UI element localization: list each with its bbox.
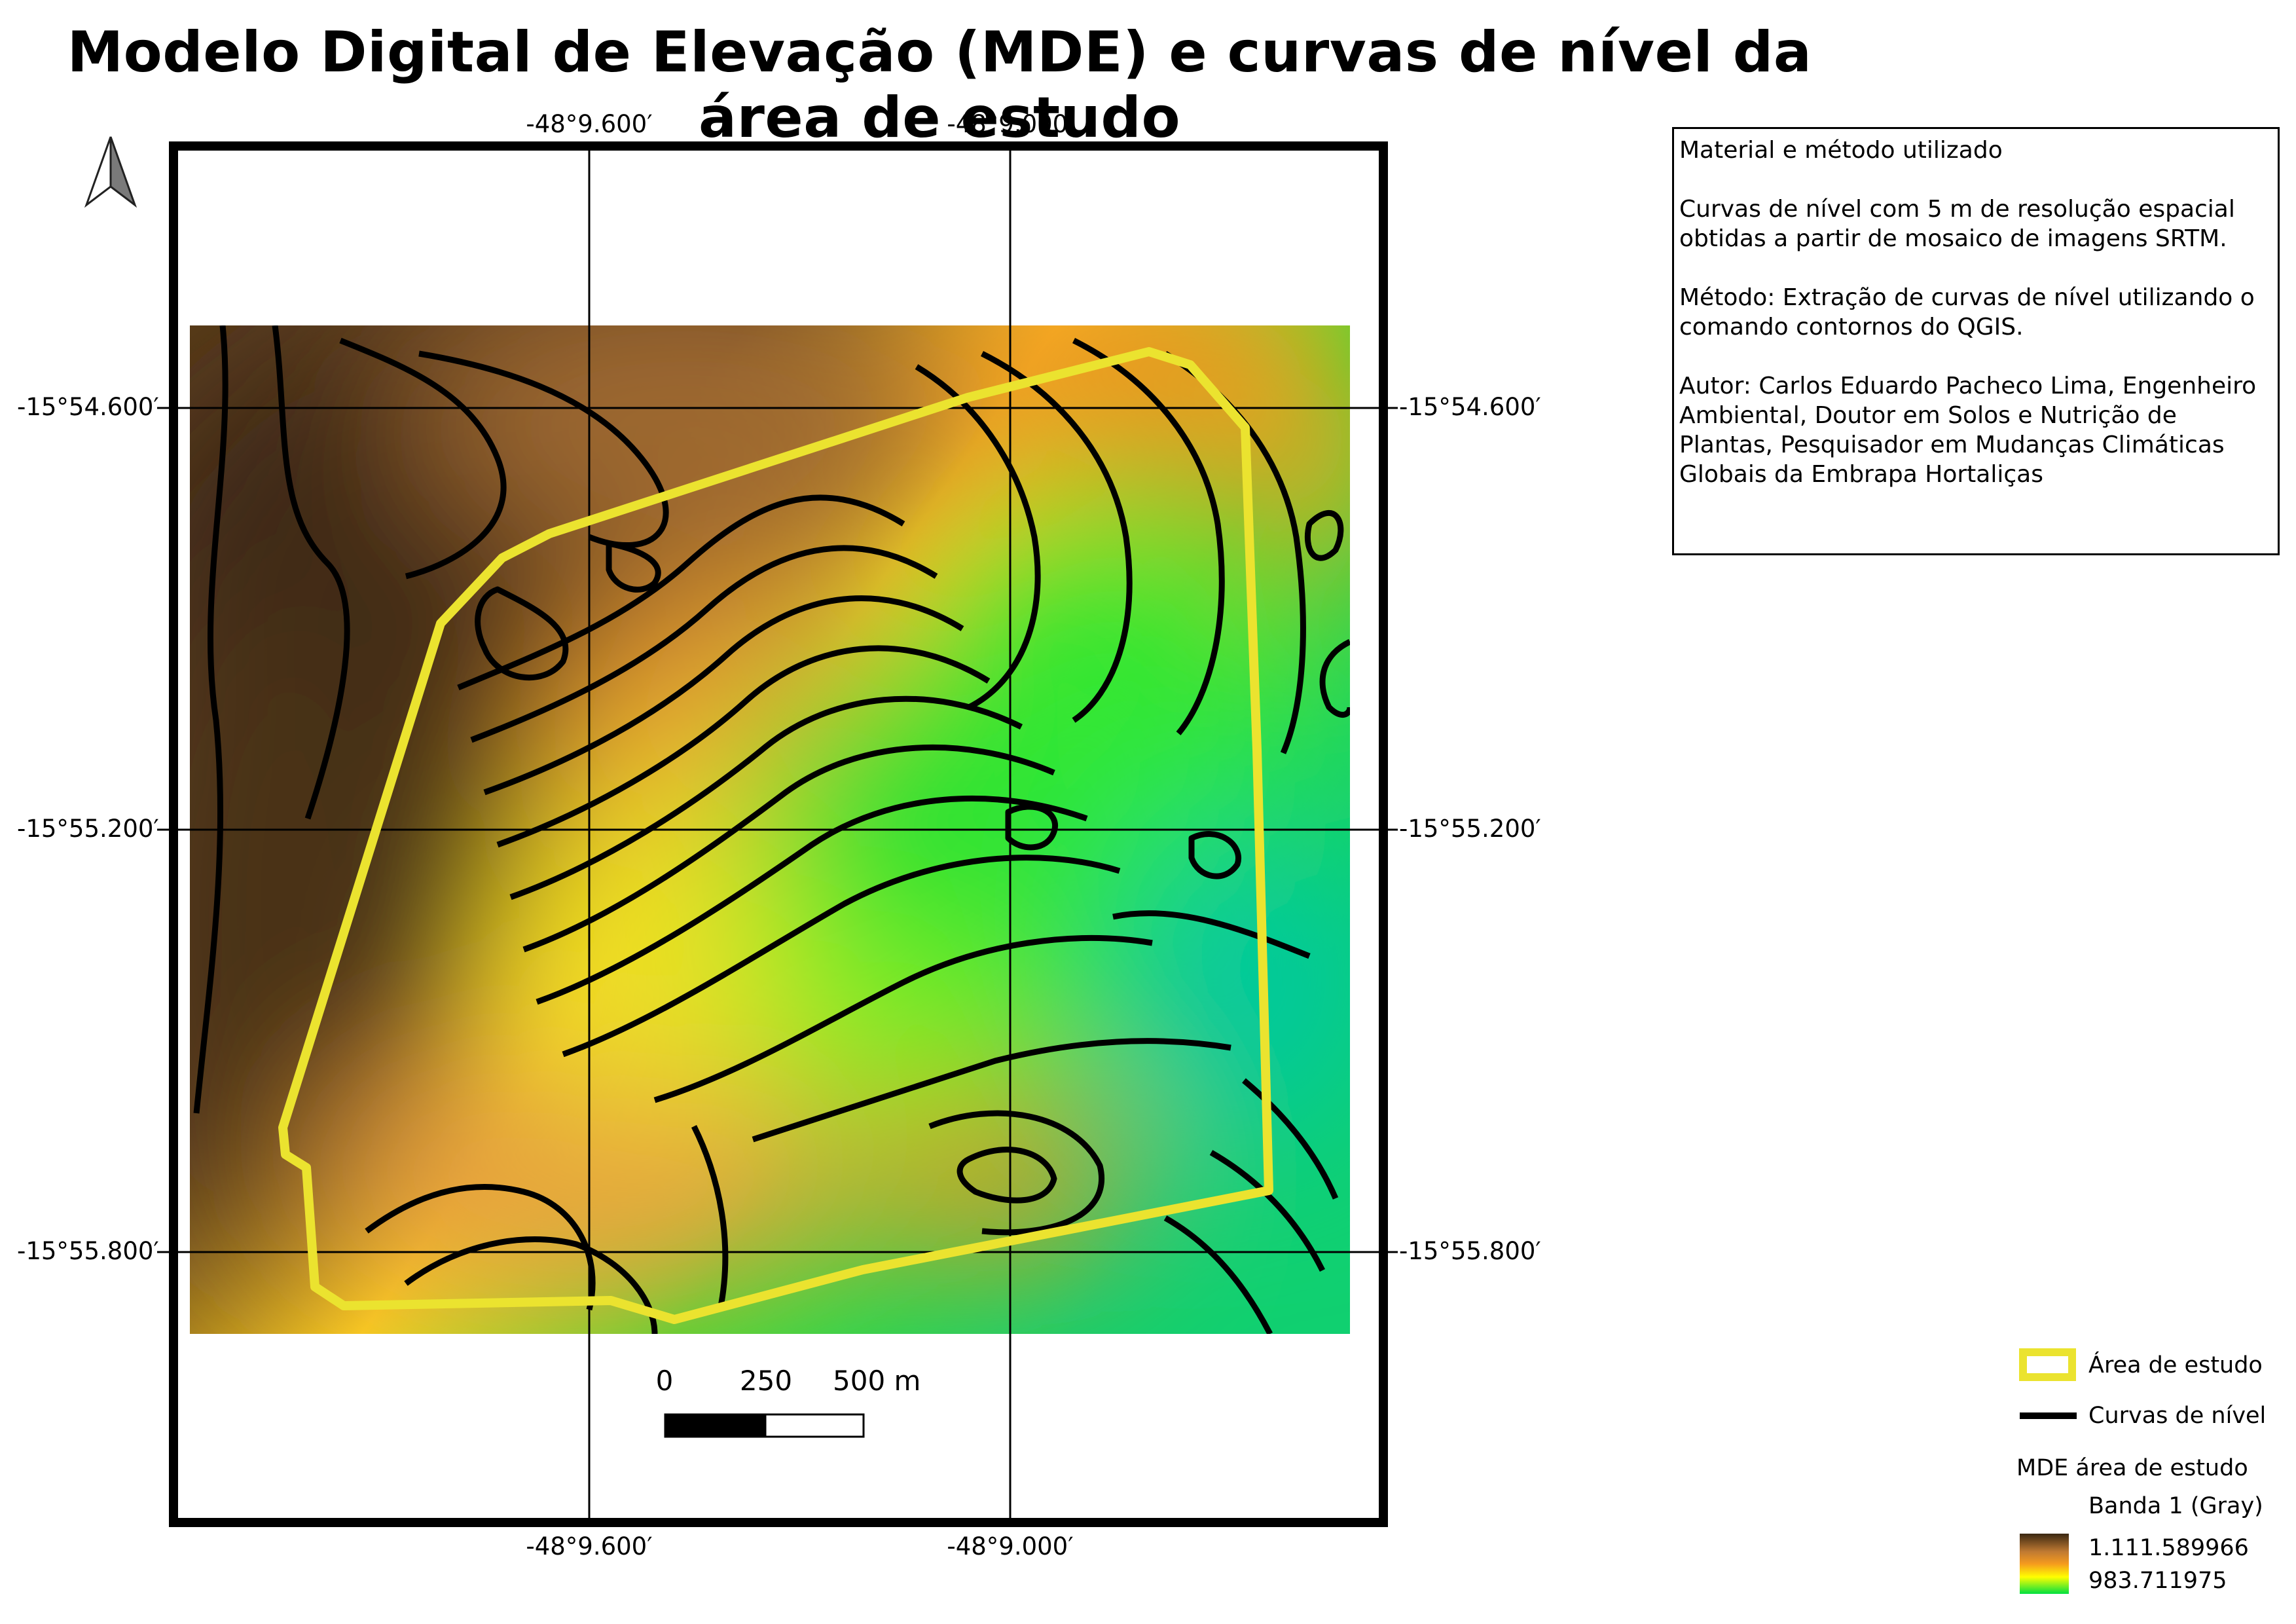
legend-study-area-label: Área de estudo xyxy=(2088,1352,2263,1378)
coord-left-2: -15°55.200′ xyxy=(17,815,159,843)
coord-right-2: -15°55.200′ xyxy=(1399,815,1541,843)
legend: Área de estudo Curvas de nível MDE área … xyxy=(2016,1342,2291,1617)
north-arrow-icon xyxy=(84,136,137,208)
study-area-polygon xyxy=(278,347,1273,1324)
scale-label-0: 0 xyxy=(655,1365,674,1397)
coord-right-3: -15°55.800′ xyxy=(1399,1237,1541,1265)
legend-dem-title: MDE área de estudo xyxy=(2016,1455,2248,1481)
scale-bar xyxy=(664,1413,865,1438)
coord-bottom-left: -48°9.600′ xyxy=(526,1532,653,1560)
coord-top-left: -48°9.600′ xyxy=(526,110,653,138)
coord-left-3: -15°55.800′ xyxy=(17,1237,159,1265)
coord-top-right: -48°9.000′ xyxy=(947,110,1074,138)
scale-label-500: 500 m xyxy=(833,1365,921,1397)
coord-bottom-right: -48°9.000′ xyxy=(947,1532,1074,1560)
coord-right-1: -15°54.600′ xyxy=(1399,393,1541,421)
legend-contours-label: Curvas de nível xyxy=(2088,1403,2267,1429)
coord-left-1: -15°54.600′ xyxy=(17,393,159,421)
legend-symbols xyxy=(2019,1348,2077,1594)
map-frame xyxy=(169,141,1388,1527)
info-box: Material e método utilizado Curvas de ní… xyxy=(1672,127,2280,555)
info-author: Autor: Carlos Eduardo Pacheco Lima, Enge… xyxy=(1679,373,2257,488)
info-heading: Material e método utilizado xyxy=(1679,137,2003,164)
contour-lines xyxy=(193,325,1350,1334)
page-title: Modelo Digital de Elevação (MDE) e curva… xyxy=(67,20,1812,151)
legend-band-label: Banda 1 (Gray) xyxy=(2088,1493,2263,1519)
info-method: Método: Extração de curvas de nível util… xyxy=(1679,284,2255,341)
info-material: Curvas de nível com 5 m de resolução esp… xyxy=(1679,196,2235,252)
scale-label-250: 250 xyxy=(739,1365,793,1397)
legend-min-value: 983.711975 xyxy=(2088,1568,2227,1594)
legend-max-value: 1.111.589966 xyxy=(2088,1535,2249,1561)
dem-raster xyxy=(190,325,1350,1334)
